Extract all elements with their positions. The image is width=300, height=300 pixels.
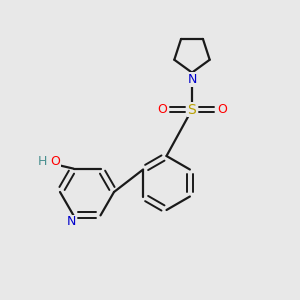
Text: O: O xyxy=(157,103,167,116)
Text: N: N xyxy=(67,215,76,229)
Text: S: S xyxy=(188,103,196,116)
Text: O: O xyxy=(217,103,227,116)
Text: N: N xyxy=(187,73,197,86)
Text: H: H xyxy=(38,155,47,168)
Text: O: O xyxy=(51,155,60,168)
